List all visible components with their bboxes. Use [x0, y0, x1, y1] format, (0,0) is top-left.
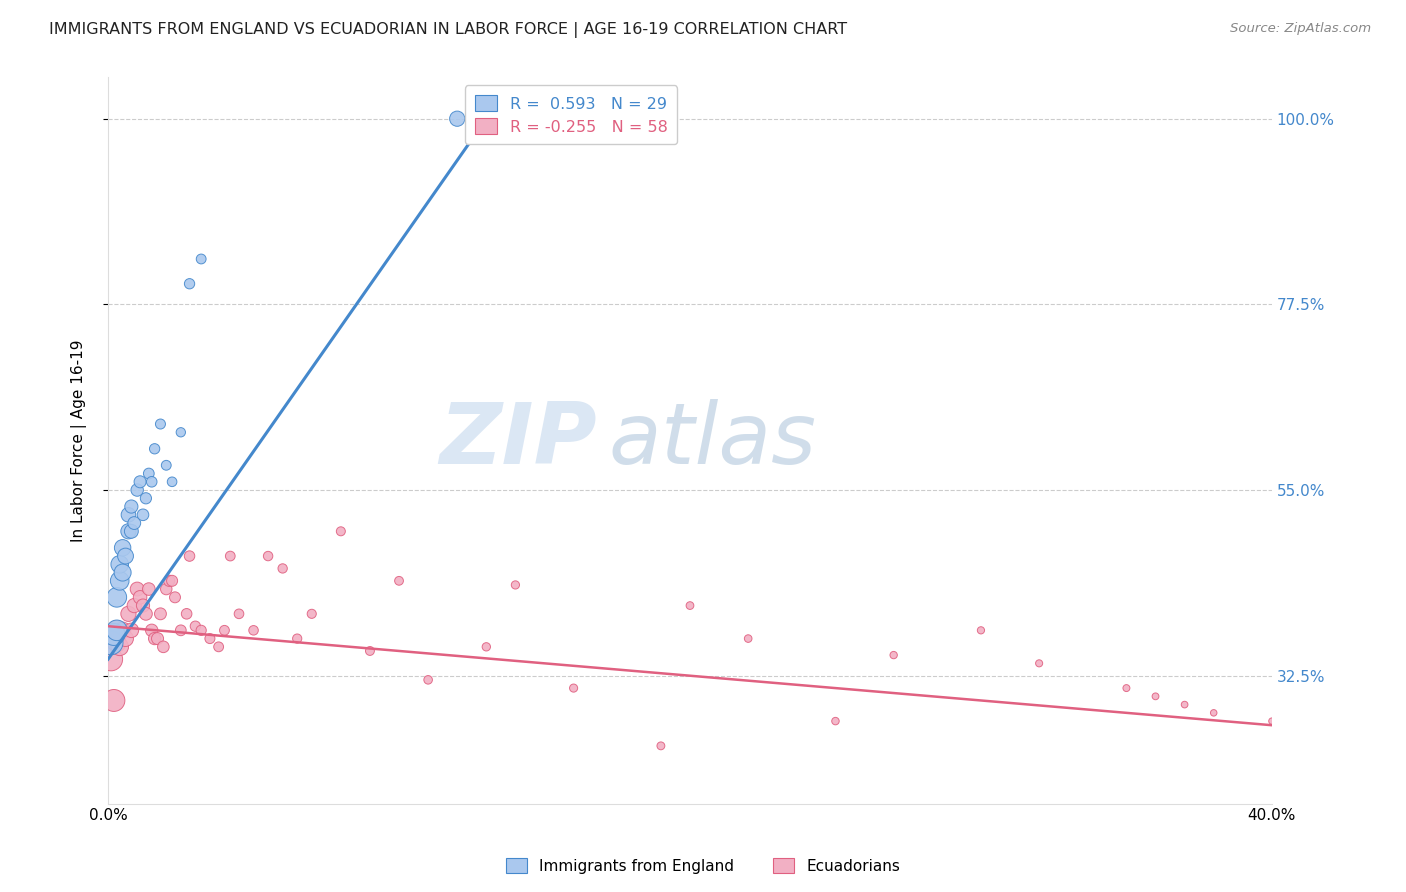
Point — [129, 591, 152, 605]
Point — [127, 483, 149, 497]
Point — [120, 524, 142, 539]
Legend: Immigrants from England, Ecuadorians: Immigrants from England, Ecuadorians — [499, 852, 907, 880]
Point — [155, 582, 177, 596]
Point — [679, 599, 702, 613]
Point — [1115, 681, 1137, 695]
Point — [329, 524, 352, 539]
Point — [138, 467, 160, 481]
Text: IMMIGRANTS FROM ENGLAND VS ECUADORIAN IN LABOR FORCE | AGE 16-19 CORRELATION CHA: IMMIGRANTS FROM ENGLAND VS ECUADORIAN IN… — [49, 22, 848, 38]
Point — [127, 582, 149, 596]
Point — [1028, 657, 1050, 671]
Point — [160, 574, 183, 588]
Point — [100, 636, 122, 650]
Point — [105, 624, 128, 638]
Point — [141, 624, 163, 638]
Point — [416, 673, 439, 687]
Point — [214, 624, 236, 638]
Point — [198, 632, 221, 646]
Point — [359, 644, 381, 658]
Point — [117, 607, 139, 621]
Point — [100, 652, 122, 666]
Point — [114, 549, 136, 563]
Point — [179, 277, 201, 291]
Point — [505, 578, 527, 592]
Point — [111, 566, 134, 580]
Point — [1144, 690, 1167, 704]
Text: Source: ZipAtlas.com: Source: ZipAtlas.com — [1230, 22, 1371, 36]
Point — [111, 624, 134, 638]
Point — [120, 500, 142, 514]
Point — [149, 607, 172, 621]
Point — [179, 549, 201, 563]
Point — [143, 632, 166, 646]
Point — [155, 458, 177, 473]
Text: ZIP: ZIP — [439, 399, 598, 482]
Point — [141, 475, 163, 489]
Point — [271, 561, 294, 575]
Point — [170, 624, 193, 638]
Point — [157, 574, 180, 588]
Point — [120, 624, 142, 638]
Point — [883, 648, 905, 662]
Point — [257, 549, 280, 563]
Point — [475, 112, 498, 126]
Point — [108, 640, 131, 654]
Point — [190, 624, 212, 638]
Point — [105, 636, 128, 650]
Point — [824, 714, 846, 728]
Point — [103, 627, 125, 641]
Point — [650, 739, 672, 753]
Point — [160, 475, 183, 489]
Point — [105, 591, 128, 605]
Legend: R =  0.593   N = 29, R = -0.255   N = 58: R = 0.593 N = 29, R = -0.255 N = 58 — [465, 86, 678, 145]
Point — [117, 508, 139, 522]
Point — [184, 619, 207, 633]
Point — [208, 640, 231, 654]
Point — [163, 591, 186, 605]
Point — [135, 491, 157, 506]
Y-axis label: In Labor Force | Age 16-19: In Labor Force | Age 16-19 — [72, 339, 87, 541]
Point — [132, 599, 155, 613]
Point — [117, 524, 139, 539]
Point — [146, 632, 169, 646]
Point — [285, 632, 308, 646]
Point — [152, 640, 174, 654]
Point — [301, 607, 323, 621]
Point — [108, 574, 131, 588]
Point — [170, 425, 193, 440]
Point — [176, 607, 198, 621]
Point — [138, 582, 160, 596]
Point — [1261, 714, 1284, 728]
Point — [219, 549, 242, 563]
Point — [122, 516, 145, 530]
Point — [114, 632, 136, 646]
Point — [562, 681, 585, 695]
Point — [111, 541, 134, 555]
Point — [228, 607, 250, 621]
Point — [108, 558, 131, 572]
Point — [103, 693, 125, 707]
Point — [737, 632, 759, 646]
Point — [1174, 698, 1197, 712]
Point — [132, 508, 155, 522]
Point — [242, 624, 264, 638]
Point — [970, 624, 993, 638]
Point — [1202, 706, 1225, 720]
Point — [388, 574, 411, 588]
Point — [446, 112, 468, 126]
Point — [143, 442, 166, 456]
Point — [105, 624, 128, 638]
Point — [475, 640, 498, 654]
Point — [190, 252, 212, 266]
Text: atlas: atlas — [609, 399, 817, 482]
Point — [129, 475, 152, 489]
Point — [135, 607, 157, 621]
Point — [149, 417, 172, 431]
Point — [122, 599, 145, 613]
